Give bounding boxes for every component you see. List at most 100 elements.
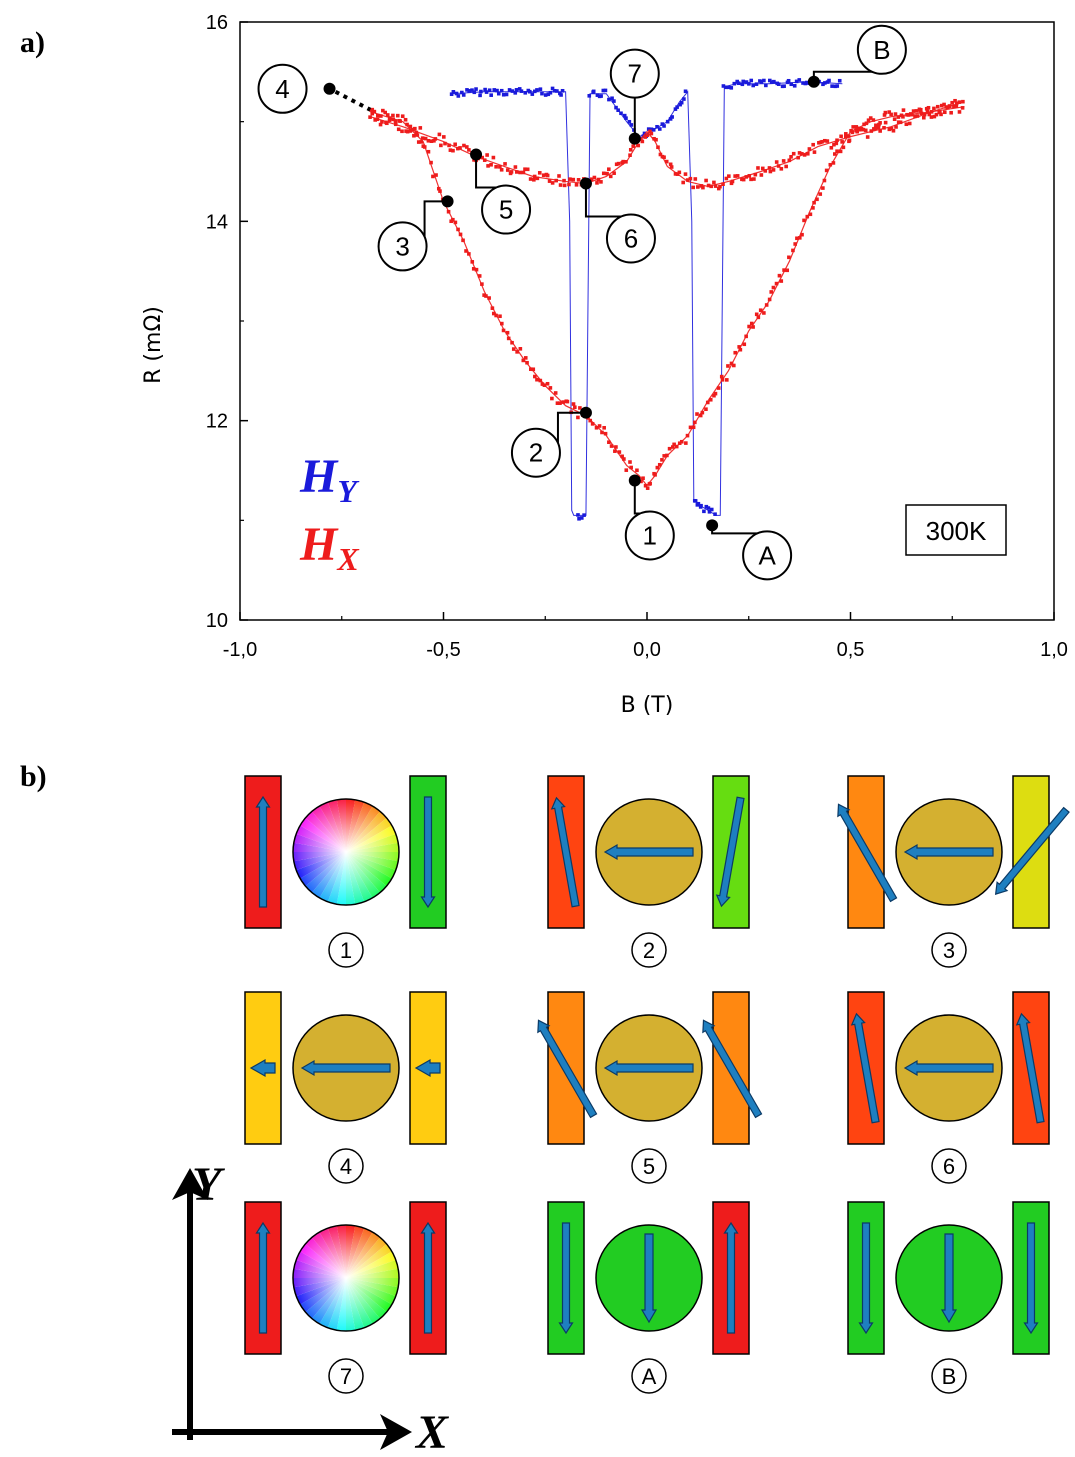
data-point: [568, 177, 572, 181]
data-point: [601, 88, 606, 93]
state-B: B: [847, 1201, 1050, 1394]
data-point: [699, 503, 703, 508]
rainbow-outline: [292, 1224, 400, 1332]
data-point: [837, 78, 842, 83]
data-point: [511, 347, 516, 351]
data-point: [657, 127, 662, 131]
data-point: [829, 145, 834, 150]
data-point: [679, 100, 684, 105]
data-point: [678, 102, 682, 107]
data-point: [846, 134, 851, 138]
data-point: [759, 173, 764, 177]
data-point: [716, 186, 721, 191]
data-point: [911, 109, 916, 113]
callouts: 4 5 3 6 7 B 2 1 A: [257, 24, 907, 581]
data-point: [491, 155, 496, 160]
data-point: [662, 155, 666, 160]
magnetization-arrow: [414, 1058, 441, 1078]
data-point: [693, 499, 698, 503]
legend-hy-letter: H: [299, 450, 339, 503]
data-point: [629, 465, 633, 470]
state-label-circle: [631, 1358, 667, 1394]
data-point: [833, 84, 838, 89]
data-point: [531, 367, 536, 372]
data-point: [387, 116, 392, 120]
data-point: [805, 151, 810, 156]
data-point: [705, 400, 710, 405]
callout-6: 6: [579, 177, 656, 264]
data-point: [932, 114, 937, 119]
data-point: [769, 290, 774, 294]
state-label: 6: [943, 1154, 955, 1179]
data-point: [754, 82, 759, 86]
data-point: [747, 174, 752, 178]
data-point: [458, 232, 463, 237]
data-point: [535, 88, 539, 92]
data-point: [682, 97, 686, 101]
data-point: [840, 140, 844, 144]
data-point: [732, 81, 737, 86]
state-2: 2: [547, 775, 750, 968]
data-point: [937, 110, 942, 114]
data-point: [614, 105, 618, 110]
data-point: [906, 113, 911, 117]
data-point: [456, 227, 460, 232]
data-point: [889, 112, 893, 117]
callout-label: 3: [395, 231, 409, 261]
data-point: [749, 78, 754, 83]
rainbow-disk: [292, 1224, 400, 1332]
data-point: [412, 133, 416, 138]
data-point: [953, 98, 957, 103]
data-point: [558, 183, 563, 187]
data-point: [480, 155, 485, 160]
rainbow-outline: [292, 798, 400, 906]
data-point: [720, 378, 725, 382]
data-point: [379, 114, 383, 118]
data-point: [796, 155, 800, 160]
arrow-shape: [255, 795, 271, 908]
arrow-shape: [603, 1059, 694, 1077]
data-point: [667, 446, 672, 451]
data-point: [797, 236, 802, 240]
data-point: [695, 412, 699, 416]
data-point: [533, 89, 537, 94]
data-point: [552, 88, 557, 93]
y-axis-letter: Y: [192, 1158, 225, 1211]
data-point: [649, 131, 654, 136]
series-line: [451, 81, 843, 516]
data-point: [812, 150, 817, 154]
data-point: [681, 180, 685, 185]
data-point: [753, 172, 758, 177]
data-point: [786, 78, 791, 83]
data-point: [523, 90, 528, 95]
y-tick-label: 12: [206, 411, 228, 433]
data-point: [706, 183, 711, 188]
data-point: [477, 274, 482, 278]
legend-hy: HY: [299, 450, 359, 509]
data-point: [471, 267, 476, 271]
data-point: [883, 110, 888, 115]
data-point: [521, 358, 526, 363]
arrow-shape: [537, 1019, 598, 1119]
data-point: [483, 87, 487, 92]
data-point: [561, 400, 566, 404]
data-point: [532, 177, 536, 182]
data-point: [789, 155, 793, 159]
data-point: [855, 129, 859, 134]
data-point: [873, 126, 878, 130]
data-point: [827, 78, 831, 83]
data-point: [540, 91, 544, 96]
state-label: 3: [943, 938, 955, 963]
data-point: [609, 444, 614, 448]
data-point: [484, 294, 488, 298]
data-point: [929, 115, 934, 119]
legend-hy-sub: Y: [337, 473, 359, 509]
data-point: [954, 104, 959, 108]
data-point: [453, 220, 458, 225]
arrow-shape: [994, 806, 1070, 895]
magnetization-arrow: [550, 796, 580, 908]
data-point: [648, 129, 652, 134]
rainbow-highlight: [293, 1225, 399, 1331]
data-point: [507, 88, 512, 92]
data-point: [439, 143, 443, 148]
